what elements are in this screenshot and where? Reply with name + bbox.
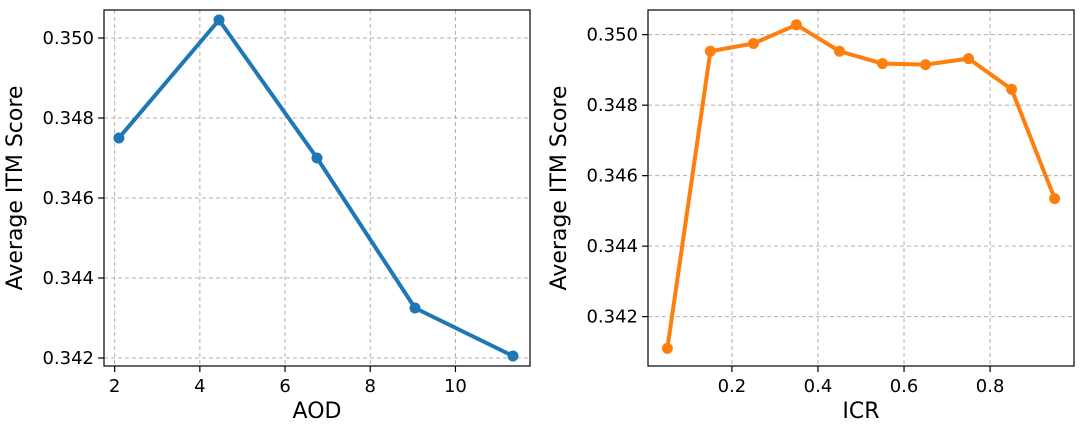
aod-x-axis-label: AOD xyxy=(293,399,342,424)
aod-x-tick-label: 2 xyxy=(109,376,120,397)
icr-y-tick-label: 0.348 xyxy=(586,95,638,116)
aod-y-tick-label: 0.346 xyxy=(42,188,94,209)
icr-y-tick-label: 0.350 xyxy=(586,25,638,46)
aod-y-tick-label: 0.348 xyxy=(42,108,94,129)
icr-data-point xyxy=(920,59,932,71)
icr-data-point xyxy=(1006,83,1018,95)
aod-data-point xyxy=(311,152,323,164)
icr-data-point xyxy=(661,342,673,354)
icr-x-axis-label: ICR xyxy=(842,399,879,424)
icr-y-tick-label: 0.346 xyxy=(586,166,638,187)
aod-chart-panel: 2 4 6 8 10 0.342 0.344 0.346 0.348 0.350 AOD Averag… xyxy=(3,9,531,424)
aod-x-tick-label: 4 xyxy=(194,376,205,397)
icr-axes-frame xyxy=(647,9,1075,367)
aod-y-tick-label: 0.342 xyxy=(42,348,94,369)
icr-data-point xyxy=(747,37,759,49)
aod-axes-frame xyxy=(103,9,531,367)
aod-y-axis-label: Average ITM Score xyxy=(3,86,28,291)
aod-data-point xyxy=(409,302,421,314)
aod-x-tick-label: 6 xyxy=(279,376,290,397)
icr-x-tick-label: 0.6 xyxy=(890,376,919,397)
icr-data-point xyxy=(704,45,716,57)
icr-y-tick-label: 0.342 xyxy=(586,307,638,328)
icr-series-line xyxy=(665,22,1057,351)
aod-y-tick-label: 0.350 xyxy=(42,28,94,49)
icr-data-point xyxy=(877,58,889,70)
icr-y-tick-label: 0.344 xyxy=(586,236,638,257)
icr-x-tick-label: 0.4 xyxy=(804,376,833,397)
icr-data-point xyxy=(790,19,802,31)
aod-x-tick-label: 10 xyxy=(444,376,467,397)
aod-series-line xyxy=(116,18,515,358)
aod-data-point xyxy=(507,350,519,362)
icr-data-point xyxy=(833,45,845,57)
icr-data-point xyxy=(963,53,975,65)
icr-y-axis-label: Average ITM Score xyxy=(547,86,572,291)
aod-data-point xyxy=(213,14,225,26)
icr-x-tick-label: 0.8 xyxy=(976,376,1005,397)
aod-x-tick-label: 8 xyxy=(365,376,376,397)
icr-x-tick-label: 0.2 xyxy=(718,376,747,397)
icr-chart-panel: 0.2 0.4 0.6 0.8 0.342 0.344 0.346 0.348 0.350 ICR… xyxy=(547,9,1075,424)
aod-data-point xyxy=(113,132,125,144)
icr-data-point xyxy=(1049,193,1061,205)
aod-y-tick-label: 0.344 xyxy=(42,268,94,289)
